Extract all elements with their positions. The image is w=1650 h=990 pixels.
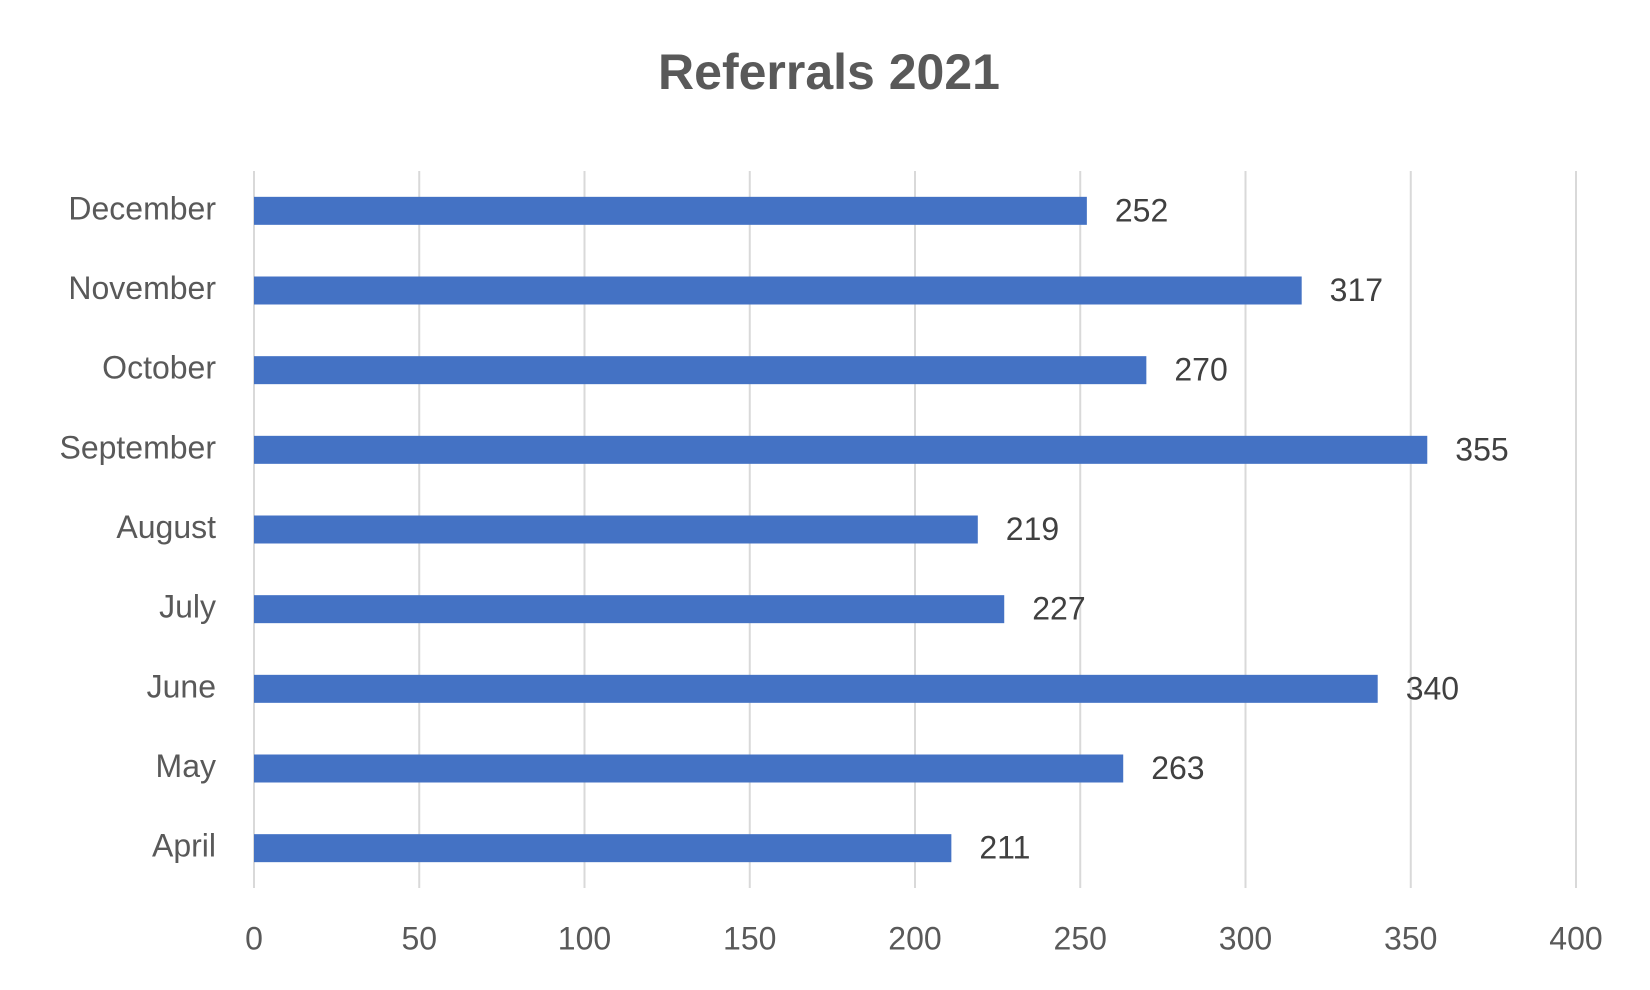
y-tick-label: September [59,429,216,465]
x-tick-label: 0 [245,920,263,956]
y-tick-label: December [68,190,216,226]
x-tick-label: 100 [558,920,611,956]
bar [254,276,1302,305]
y-tick-label: June [147,668,216,704]
value-label: 270 [1174,352,1227,388]
x-tick-label: 200 [888,920,941,956]
y-tick-label: April [152,828,216,864]
x-tick-label: 300 [1219,920,1272,956]
y-tick-label: November [68,270,216,306]
value-label: 211 [979,830,1030,866]
y-tick-label: October [102,350,216,386]
chart-title: Referrals 2021 [658,44,1000,100]
y-tick-label: August [116,509,216,545]
value-label: 340 [1406,670,1459,706]
bar [254,515,978,544]
value-label: 219 [1006,511,1059,547]
bar [254,674,1378,703]
x-tick-label: 150 [723,920,776,956]
y-tick-label: July [159,589,216,625]
bar [254,435,1428,464]
value-label: 227 [1032,591,1085,627]
bar [254,595,1005,624]
value-label: 317 [1330,272,1383,308]
x-tick-label: 250 [1054,920,1107,956]
value-label: 355 [1455,431,1508,467]
bar [254,834,952,863]
value-label: 263 [1151,750,1204,786]
bar [254,754,1124,783]
bar [254,196,1087,225]
x-tick-label: 350 [1384,920,1437,956]
x-tick-label: 50 [401,920,437,956]
value-label: 252 [1115,192,1168,228]
bar [254,356,1147,385]
x-tick-label: 400 [1549,920,1602,956]
y-tick-label: May [156,748,216,784]
